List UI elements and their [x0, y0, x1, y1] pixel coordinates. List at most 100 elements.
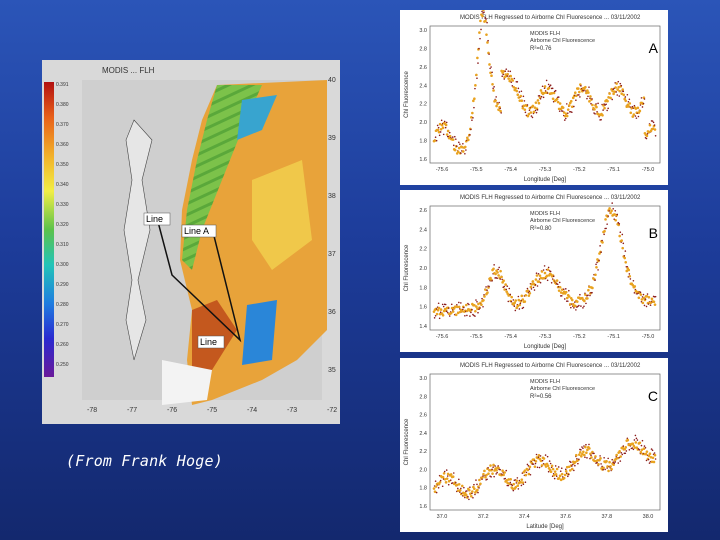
- airborne-point: [499, 278, 501, 280]
- airborne-point: [537, 456, 540, 458]
- y-tick-label: 2.4: [419, 227, 427, 233]
- airborne-point: [443, 120, 446, 123]
- airborne-point: [504, 70, 507, 73]
- airborne-point: [558, 281, 561, 284]
- line-label-3: Line: [200, 337, 217, 347]
- flight-lines: [156, 217, 242, 343]
- airborne-point: [475, 479, 477, 481]
- modis-point: [607, 96, 610, 99]
- modis-point: [557, 289, 561, 292]
- airborne-point: [474, 493, 476, 496]
- airborne-point: [651, 120, 654, 122]
- airborne-point: [481, 297, 483, 300]
- modis-point: [565, 296, 569, 300]
- airborne-point: [547, 83, 550, 86]
- airborne-point: [482, 305, 484, 308]
- modis-point: [607, 469, 610, 473]
- airborne-point: [567, 300, 569, 302]
- airborne-point: [495, 96, 497, 98]
- modis-point: [518, 303, 522, 307]
- modis-point: [530, 282, 534, 286]
- airborne-point: [606, 223, 608, 225]
- x-tick-label: -75.5: [470, 167, 483, 173]
- modis-point: [650, 460, 654, 464]
- modis-point: [651, 456, 655, 460]
- airborne-point: [509, 70, 512, 73]
- modis-point: [538, 274, 542, 277]
- airborne-point: [582, 447, 584, 450]
- modis-point: [488, 63, 491, 66]
- airborne-point: [629, 278, 632, 280]
- modis-point: [518, 99, 522, 102]
- airborne-point: [532, 286, 535, 289]
- modis-point: [584, 85, 587, 89]
- modis-point: [618, 234, 621, 238]
- airborne-point: [620, 84, 623, 87]
- airborne-point: [487, 466, 489, 469]
- airborne-point: [612, 461, 615, 463]
- modis-point: [485, 473, 488, 477]
- modis-point: [511, 79, 515, 82]
- airborne-point: [651, 449, 654, 452]
- plot-panel-b: MODIS FLH Regressed to Airborne Chl Fluo…: [400, 190, 668, 352]
- modis-point: [653, 453, 657, 457]
- airborne-point: [601, 465, 603, 468]
- airborne-point: [560, 467, 563, 470]
- x-axis-label: Longitude [Deg]: [524, 177, 567, 183]
- latitude-tick-labels: 40 39 38 37 36 35: [328, 77, 336, 374]
- airborne-point: [591, 291, 593, 294]
- modis-point: [620, 239, 623, 242]
- modis-point: [540, 464, 544, 467]
- airborne-point: [495, 473, 497, 475]
- airborne-point: [608, 210, 610, 212]
- modis-point: [460, 145, 464, 149]
- modis-point: [652, 460, 656, 464]
- airborne-point: [510, 81, 513, 83]
- airborne-point: [509, 293, 512, 296]
- modis-point: [526, 289, 530, 293]
- modis-point: [535, 274, 539, 277]
- modis-point: [438, 312, 442, 316]
- modis-point: [516, 484, 520, 488]
- modis-point: [634, 441, 638, 444]
- modis-point: [485, 33, 488, 36]
- modis-point: [517, 96, 521, 99]
- airborne-point: [635, 437, 638, 440]
- modis-point: [497, 274, 500, 277]
- modis-point: [652, 300, 656, 304]
- airborne-point: [639, 104, 642, 106]
- modis-point: [573, 91, 577, 95]
- modis-point: [651, 127, 655, 131]
- y-tick-label: 2.6: [419, 65, 427, 71]
- airborne-point: [645, 459, 648, 462]
- airborne-point: [547, 266, 550, 269]
- airborne-point: [478, 47, 480, 50]
- airborne-point: [460, 302, 462, 304]
- modis-point: [446, 129, 450, 133]
- modis-point: [460, 309, 464, 313]
- modis-point: [618, 450, 621, 453]
- modis-point: [493, 469, 496, 472]
- modis-point: [623, 256, 627, 260]
- airborne-point: [458, 478, 460, 481]
- airborne-point: [524, 111, 527, 114]
- y-axis-label: Chl Fluorescence: [404, 418, 410, 465]
- modis-point: [568, 469, 572, 472]
- modis-point: [524, 293, 528, 297]
- modis-point: [586, 89, 589, 92]
- line-label-box-a: [181, 224, 217, 238]
- airborne-point: [625, 450, 628, 452]
- x-tick-label: -75.0: [642, 167, 655, 173]
- colorbar-tick-label: 0.340: [56, 182, 69, 188]
- modis-point: [578, 90, 581, 94]
- modis-point: [506, 72, 509, 76]
- airborne-point: [464, 152, 466, 155]
- colorbar-tick-label: 0.380: [56, 102, 69, 108]
- colorbar-tick-label: 0.270: [56, 322, 69, 328]
- modis-point: [586, 448, 589, 452]
- airborne-point: [439, 479, 442, 482]
- airborne-point: [530, 288, 533, 290]
- modis-point: [618, 89, 621, 93]
- airborne-point: [520, 484, 523, 487]
- y-tick-label: 2.6: [419, 208, 427, 214]
